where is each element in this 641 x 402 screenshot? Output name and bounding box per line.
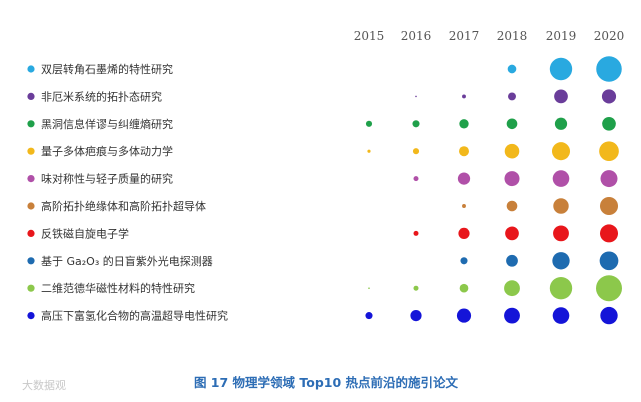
bubble-2015 bbox=[367, 149, 371, 153]
legend-dot bbox=[27, 312, 35, 320]
bubble-2018 bbox=[504, 307, 520, 324]
bubble-2017 bbox=[462, 94, 466, 99]
year-label-2019: 2019 bbox=[546, 29, 577, 43]
bubble-2019 bbox=[554, 117, 568, 130]
bubble-2018 bbox=[506, 200, 518, 212]
bubble-2017 bbox=[459, 283, 469, 293]
bubble-2017 bbox=[456, 308, 472, 323]
year-label-2020: 2020 bbox=[594, 29, 625, 43]
topic-row: 高压下富氢化合物的高温超导电性研究 bbox=[27, 306, 618, 325]
bubble-2019 bbox=[552, 252, 570, 270]
topic-label: 高压下富氢化合物的高温超导电性研究 bbox=[41, 309, 228, 323]
bubble-2015 bbox=[365, 120, 373, 127]
bubble-2020 bbox=[602, 116, 616, 131]
bubble-2016 bbox=[412, 148, 420, 155]
bubble-2017 bbox=[457, 172, 471, 185]
legend-dot bbox=[27, 284, 35, 292]
topic-label: 双层转角石墨烯的特性研究 bbox=[41, 62, 173, 76]
bubble-2017 bbox=[462, 204, 466, 208]
bubble-2019 bbox=[553, 225, 569, 242]
bubble-2015 bbox=[365, 312, 373, 320]
topic-row: 味对称性与轻子质量的研究 bbox=[27, 170, 618, 188]
topic-row: 量子多体疤痕与多体动力学 bbox=[27, 141, 619, 162]
bubble-2017 bbox=[459, 119, 469, 129]
bubble-2019 bbox=[552, 170, 570, 187]
bubble-2020 bbox=[599, 224, 619, 243]
bubble-2016 bbox=[415, 95, 417, 98]
topic-label: 味对称性与轻子质量的研究 bbox=[41, 172, 173, 186]
bubble-2020 bbox=[599, 251, 619, 271]
topic-row: 反铁磁自旋电子学 bbox=[27, 224, 619, 243]
bubble-2018 bbox=[504, 143, 520, 159]
bubble-2020 bbox=[601, 89, 617, 104]
topic-label: 反铁磁自旋电子学 bbox=[41, 226, 129, 240]
topic-row: 基于 Ga₂O₃ 的日盲紫外光电探测器 bbox=[27, 251, 619, 271]
bubble-2016 bbox=[413, 285, 419, 291]
legend-dot bbox=[27, 202, 35, 210]
bubble-2016 bbox=[413, 176, 419, 182]
bubble-2019 bbox=[551, 142, 571, 161]
topic-row: 双层转角石墨烯的特性研究 bbox=[27, 56, 622, 82]
topic-rows: 双层转角石墨烯的特性研究非厄米系统的拓扑态研究黑洞信息佯谬与纠缠熵研究量子多体疤… bbox=[27, 56, 622, 325]
legend-dot bbox=[27, 229, 35, 237]
watermark: 大数据观 bbox=[22, 378, 66, 392]
legend-dot bbox=[27, 257, 35, 265]
bubble-2018 bbox=[505, 226, 519, 241]
bubble-2016 bbox=[410, 310, 422, 322]
bubble-2019 bbox=[554, 89, 568, 104]
year-label-2015: 2015 bbox=[354, 29, 385, 43]
topic-row: 高阶拓扑绝缘体和高阶拓扑超导体 bbox=[27, 196, 619, 216]
topic-label: 非厄米系统的拓扑态研究 bbox=[41, 89, 162, 103]
bubble-2018 bbox=[506, 254, 518, 267]
bubble-2016 bbox=[412, 120, 420, 128]
topic-label: 量子多体疤痕与多体动力学 bbox=[41, 144, 173, 158]
legend-dot bbox=[27, 120, 35, 128]
topic-label: 高阶拓扑绝缘体和高阶拓扑超导体 bbox=[41, 199, 206, 213]
bubble-2017 bbox=[460, 257, 468, 265]
bubble-2019 bbox=[552, 307, 570, 324]
topic-label: 基于 Ga₂O₃ 的日盲紫外光电探测器 bbox=[41, 254, 213, 268]
bubble-2020 bbox=[596, 275, 622, 302]
bubble-2020 bbox=[596, 56, 622, 82]
topic-row: 二维范德华磁性材料的特性研究 bbox=[27, 275, 622, 302]
legend-dot bbox=[27, 92, 35, 100]
bubble-2018 bbox=[504, 171, 520, 187]
figure-caption: 图 17 物理学领域 Top10 热点前沿的施引论文 bbox=[194, 375, 459, 390]
bubble-2018 bbox=[506, 118, 518, 130]
bubble-2019 bbox=[549, 57, 573, 81]
bubble-2015 bbox=[368, 287, 370, 289]
topic-label: 黑洞信息佯谬与纠缠熵研究 bbox=[41, 117, 173, 131]
topic-label: 二维范德华磁性材料的特性研究 bbox=[41, 281, 195, 295]
bubble-2017 bbox=[459, 146, 469, 157]
bubble-2020 bbox=[600, 306, 618, 325]
bubble-2020 bbox=[599, 196, 619, 216]
legend-dot bbox=[27, 147, 35, 155]
legend-dot bbox=[27, 175, 35, 183]
bubble-2016 bbox=[413, 230, 419, 236]
bubble-2020 bbox=[600, 170, 618, 188]
year-axis: 2015 2016 2017 2018 2019 2020 bbox=[354, 29, 625, 43]
bubble-2019 bbox=[549, 277, 573, 300]
legend-dot bbox=[27, 65, 35, 73]
bubble-2020 bbox=[599, 141, 619, 162]
year-label-2016: 2016 bbox=[401, 29, 432, 43]
bubble-2019 bbox=[553, 198, 569, 214]
year-label-2018: 2018 bbox=[497, 29, 528, 43]
bubble-2018 bbox=[507, 64, 517, 74]
topic-row: 非厄米系统的拓扑态研究 bbox=[27, 89, 617, 104]
bubble-2018 bbox=[504, 280, 520, 297]
bubble-2017 bbox=[458, 227, 470, 239]
topic-row: 黑洞信息佯谬与纠缠熵研究 bbox=[27, 116, 616, 131]
bubble-2018 bbox=[508, 92, 516, 101]
year-label-2017: 2017 bbox=[449, 29, 480, 43]
